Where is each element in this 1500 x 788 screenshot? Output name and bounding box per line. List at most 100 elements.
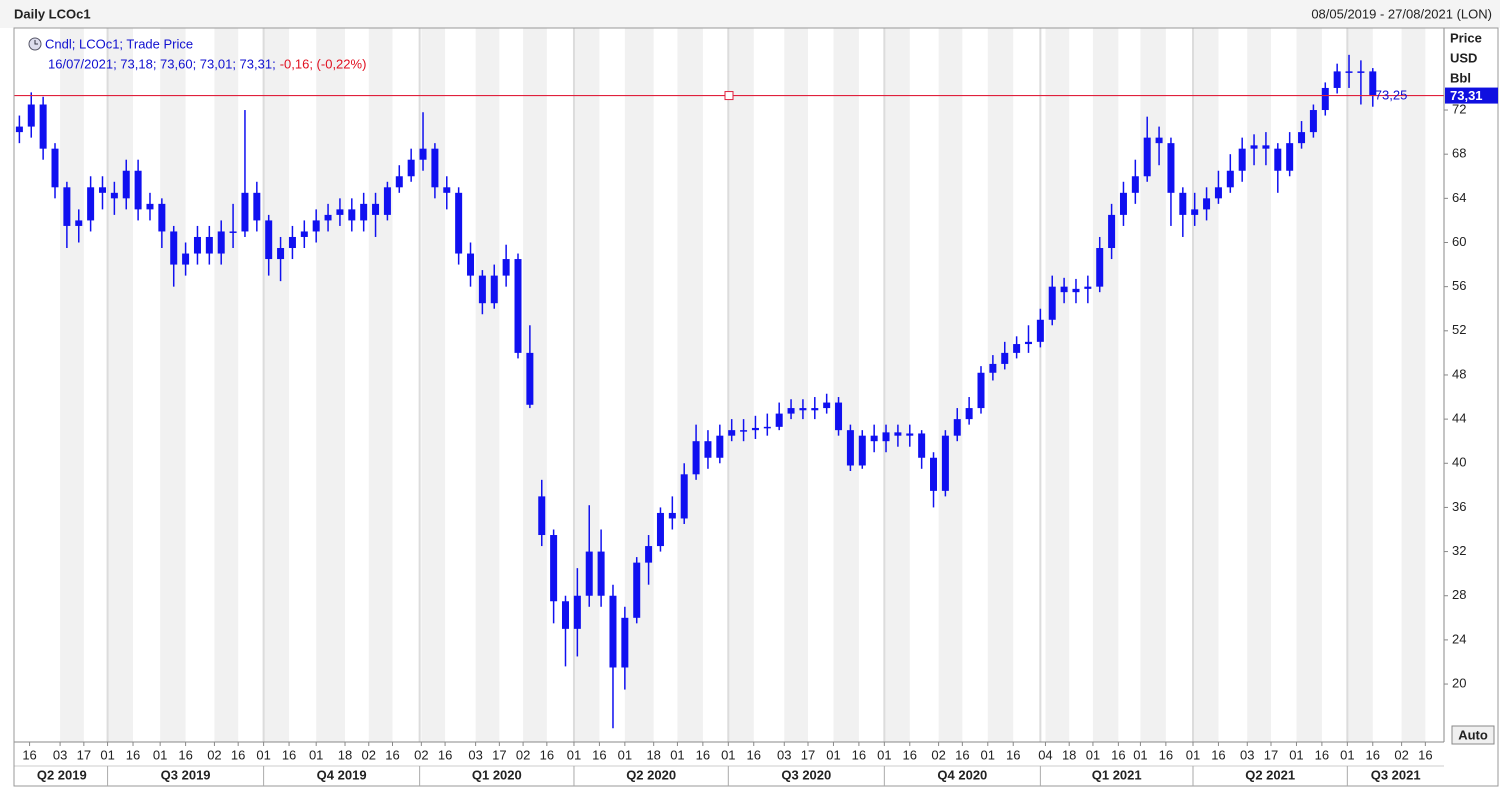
candle-body xyxy=(217,231,225,254)
quarter-label: Q1 2020 xyxy=(472,767,522,782)
candle-body xyxy=(146,203,154,210)
y-axis-per: Bbl xyxy=(1450,70,1471,85)
candle-body xyxy=(977,372,985,409)
x-tick-label: 01 xyxy=(721,747,735,762)
candle-body xyxy=(170,231,178,265)
candle-body xyxy=(1191,209,1199,215)
y-tick-label: 64 xyxy=(1452,190,1466,205)
annotation: 73,25 xyxy=(1375,88,1408,103)
stripe xyxy=(214,28,239,742)
y-tick-label: 36 xyxy=(1452,499,1466,514)
candle-body xyxy=(1155,137,1163,144)
candle-body xyxy=(728,430,736,436)
candle-body xyxy=(395,176,403,188)
x-tick-label: 01 xyxy=(877,747,891,762)
y-tick-label: 20 xyxy=(1452,675,1466,690)
candle-body xyxy=(597,551,605,596)
candle-body xyxy=(348,209,356,221)
candle-body xyxy=(1131,176,1139,193)
y-tick-label: 40 xyxy=(1452,455,1466,470)
legend-values: 16/07/2021; 73,18; 73,60; 73,01; 73,31; xyxy=(48,56,276,71)
title-bar xyxy=(0,0,1500,28)
x-tick-label: 02 xyxy=(1394,747,1408,762)
candle-body xyxy=(253,192,261,221)
x-tick-label: 01 xyxy=(100,747,114,762)
x-tick-label: 16 xyxy=(282,747,296,762)
x-tick-label: 17 xyxy=(492,747,506,762)
candle-body xyxy=(1119,192,1127,215)
candle-body xyxy=(478,275,486,304)
y-tick-label: 32 xyxy=(1452,543,1466,558)
candle-body xyxy=(336,209,344,215)
auto-button-label[interactable]: Auto xyxy=(1458,727,1488,742)
stripe xyxy=(316,28,346,742)
quarter-label: Q2 2020 xyxy=(626,767,676,782)
candle-body xyxy=(621,617,629,668)
y-tick-label: 56 xyxy=(1452,278,1466,293)
quarter-label: Q2 2019 xyxy=(37,767,87,782)
x-tick-label: 01 xyxy=(153,747,167,762)
candle-body xyxy=(15,126,23,133)
stripes xyxy=(60,28,1426,742)
stripe xyxy=(107,28,134,742)
candle-body xyxy=(1143,137,1151,177)
candle-body xyxy=(740,430,748,432)
auto-button[interactable] xyxy=(1451,725,1495,745)
x-tick-label: 01 xyxy=(567,747,581,762)
candle-body xyxy=(383,187,391,215)
x-tick-label: 17 xyxy=(1264,747,1278,762)
candle-body xyxy=(680,474,688,519)
candle-body xyxy=(1298,132,1306,144)
candle-body xyxy=(930,457,938,491)
y-tick-label: 68 xyxy=(1452,146,1466,161)
chart-title: Daily LCOc1 xyxy=(14,6,91,21)
x-tick-label: 01 xyxy=(1340,747,1354,762)
stripe xyxy=(1296,28,1322,742)
stripe xyxy=(1092,28,1119,742)
stripe xyxy=(938,28,963,742)
candle-body xyxy=(573,595,581,629)
candle-body xyxy=(182,253,190,265)
candle-body xyxy=(823,402,831,409)
axes: 16 03 17 01 16 01 16 02 16 01 16 01 18 02 16 02 16 03 17 02… xyxy=(22,87,1498,786)
x-tick-label: 17 xyxy=(801,747,815,762)
candle-body xyxy=(716,435,724,458)
candle-body xyxy=(1001,352,1009,364)
candle-body xyxy=(1309,110,1317,133)
plot: 73,25 xyxy=(14,54,1444,729)
candle-body xyxy=(645,546,653,563)
x-tick-label: 03 xyxy=(468,747,482,762)
x-tick-label: 16 xyxy=(178,747,192,762)
stripe xyxy=(987,28,1014,742)
x-tick-label: 18 xyxy=(338,747,352,762)
x-tick-label: 16 xyxy=(852,747,866,762)
stripe xyxy=(60,28,84,742)
candle-body xyxy=(751,427,759,431)
candle-body xyxy=(1203,198,1211,210)
candle-body xyxy=(407,159,415,177)
candle-body xyxy=(846,430,854,466)
candle-body xyxy=(1084,286,1092,289)
candle-body xyxy=(633,562,641,618)
candle-body xyxy=(312,220,320,232)
candle-body xyxy=(965,408,973,420)
quarter-label: Q3 2020 xyxy=(781,767,831,782)
y-axis-unit: USD xyxy=(1450,50,1477,65)
candle-body xyxy=(63,187,71,226)
x-tick-label: 01 xyxy=(826,747,840,762)
frame xyxy=(13,27,1499,787)
y-tick-label: 28 xyxy=(1452,587,1466,602)
legend-label: Cndl; LCOc1; Trade Price xyxy=(45,36,193,51)
candle-body xyxy=(550,535,558,602)
candle-body xyxy=(241,192,249,232)
candle-body xyxy=(490,275,498,304)
x-tick-label: 01 xyxy=(618,747,632,762)
x-tick-label: 16 xyxy=(1111,747,1125,762)
candle-body xyxy=(277,248,285,260)
candle-body xyxy=(1250,145,1258,149)
stripe xyxy=(884,28,910,742)
candle-body xyxy=(1274,148,1282,171)
stripe xyxy=(368,28,393,742)
stripe xyxy=(1045,28,1070,742)
candle-body xyxy=(205,236,213,254)
